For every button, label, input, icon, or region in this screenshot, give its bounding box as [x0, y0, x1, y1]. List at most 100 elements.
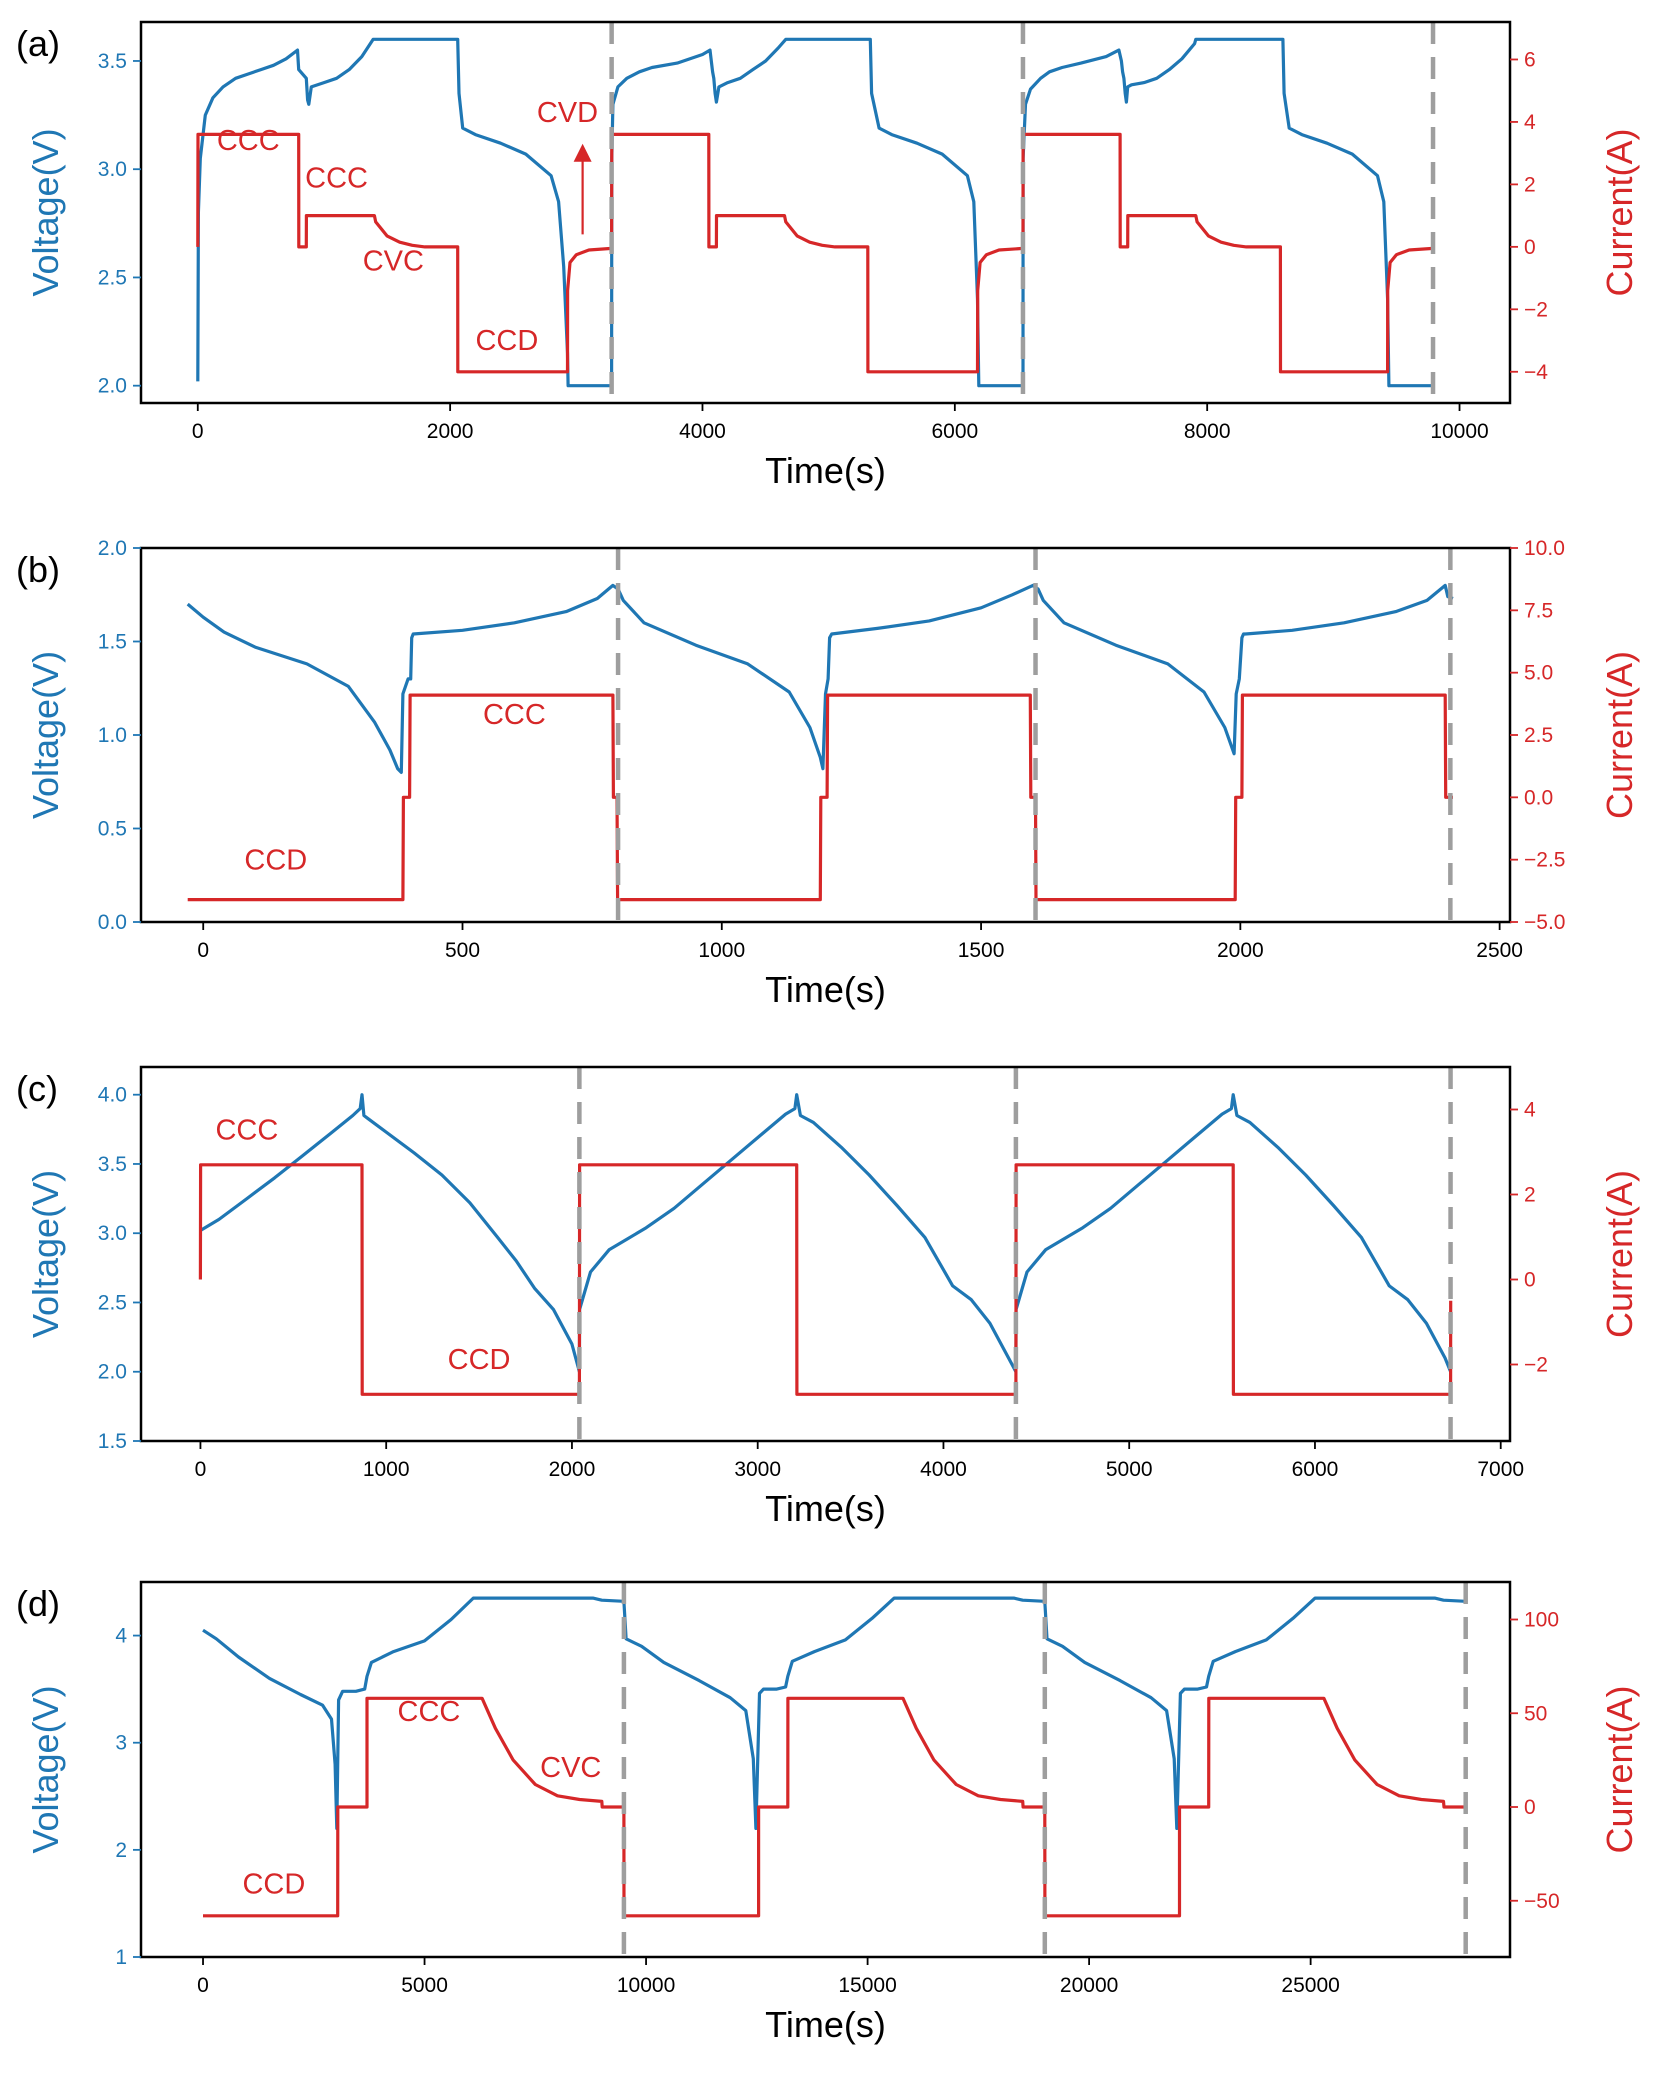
right-y-tick-label: −2 [1524, 1354, 1548, 1377]
panel-label: (b) [16, 549, 60, 590]
annotation-label: CCC [483, 699, 546, 731]
left-y-tick-label: 2 [115, 1839, 127, 1862]
right-y-tick-label: −2.5 [1524, 849, 1565, 872]
left-y-tick-label: 3.0 [98, 1222, 127, 1245]
annotation-label: CVC [363, 245, 424, 277]
x-tick-label: 6000 [931, 420, 978, 443]
right-y-tick-label: −2 [1524, 298, 1548, 321]
right-y-tick-label: −5.0 [1524, 911, 1565, 934]
x-tick-label: 0 [197, 939, 209, 962]
x-tick-label: 0 [192, 420, 204, 443]
x-tick-label: 1500 [958, 939, 1005, 962]
left-y-tick-label: 3.5 [98, 50, 127, 73]
right-y-tick-label: −4 [1524, 361, 1548, 384]
annotation-label: CCC [217, 125, 280, 157]
left-y-tick-label: 0.5 [98, 818, 127, 841]
right-y-axis-label: Current(A) [1599, 651, 1640, 819]
left-y-tick-label: 4.0 [98, 1084, 127, 1107]
annotation-label: CCC [305, 163, 368, 195]
x-axis-label: Time(s) [765, 450, 886, 491]
voltage-series-line [202, 1596, 1466, 1831]
left-y-tick-label: 2.5 [98, 266, 127, 289]
left-y-tick-label: 3 [115, 1732, 127, 1755]
chart-panel-c: 0 1000 2000 3000 4000 5000 6000 7000 1.5 2.0 2.5 3.… [16, 1065, 1640, 1529]
left-y-tick-label: 2.0 [98, 1361, 127, 1384]
left-y-tick-label: 1 [115, 1946, 127, 1969]
x-tick-label: 6000 [1292, 1458, 1339, 1481]
left-y-axis-label: Voltage(V) [25, 1170, 66, 1338]
right-y-tick-label: 100 [1524, 1609, 1559, 1632]
right-y-tick-label: 0 [1524, 1796, 1536, 1819]
right-y-tick-label: 2 [1524, 173, 1536, 196]
x-tick-label: 2000 [1217, 939, 1264, 962]
x-axis-label: Time(s) [765, 2004, 886, 2045]
x-tick-label: 2000 [427, 420, 474, 443]
x-tick-label: 0 [195, 1458, 207, 1481]
right-y-tick-label: 6 [1524, 48, 1536, 71]
voltage-series-line [196, 37, 1433, 388]
x-tick-label: 10000 [617, 1974, 675, 1997]
x-tick-label: 2000 [549, 1458, 596, 1481]
annotation-label: CCC [398, 1696, 461, 1728]
current-series-line [203, 1696, 1466, 1918]
left-y-tick-label: 3.0 [98, 158, 127, 181]
voltage-series-line [199, 1093, 1453, 1374]
chart-panel-b: 0 500 1000 1500 2000 2500 0.0 0.5 1.0 1.5 2.0 −5.0 −… [16, 537, 1640, 1010]
x-tick-label: 1000 [363, 1458, 410, 1481]
x-tick-label: 7000 [1477, 1458, 1524, 1481]
left-y-tick-label: 1.5 [98, 1430, 127, 1453]
chart-panel-a: 0 2000 4000 6000 8000 10000 2.0 2.5 3.0 3.5 −4 −2 0 2… [16, 20, 1640, 491]
left-y-tick-label: 1.0 [98, 724, 127, 747]
plot-frame [139, 1065, 1512, 1443]
annotation-label: CCD [475, 325, 538, 357]
annotation-label: CCD [244, 845, 307, 877]
x-axis-label: Time(s) [765, 969, 886, 1010]
panel-label: (c) [16, 1068, 58, 1109]
right-y-tick-label: −50 [1524, 1890, 1560, 1913]
annotation-label: CCD [242, 1868, 305, 1900]
x-tick-label: 500 [445, 939, 480, 962]
x-tick-label: 25000 [1281, 1974, 1339, 1997]
right-y-tick-label: 50 [1524, 1702, 1547, 1725]
panel-label: (a) [16, 23, 60, 64]
x-tick-label: 8000 [1184, 420, 1231, 443]
annotation-label: CVD [537, 97, 598, 129]
annotation-label: CCD [448, 1344, 511, 1376]
left-y-tick-label: 2.5 [98, 1291, 127, 1314]
right-y-tick-label: 2 [1524, 1184, 1536, 1207]
left-y-tick-label: 1.5 [98, 631, 127, 654]
right-y-tick-label: 10.0 [1524, 537, 1565, 560]
right-y-tick-label: 4 [1524, 111, 1536, 134]
right-y-axis-label: Current(A) [1599, 128, 1640, 296]
right-y-tick-label: 0 [1524, 1269, 1536, 1292]
plot-frame [139, 20, 1512, 405]
x-tick-label: 5000 [1106, 1458, 1153, 1481]
x-tick-label: 2500 [1476, 939, 1523, 962]
left-y-tick-label: 2.0 [98, 537, 127, 560]
left-y-tick-label: 2.0 [98, 375, 127, 398]
right-y-tick-label: 2.5 [1524, 724, 1553, 747]
panel-label: (d) [16, 1583, 60, 1624]
left-y-axis-label: Voltage(V) [25, 651, 66, 819]
x-tick-label: 5000 [401, 1974, 448, 1997]
left-y-axis-label: Voltage(V) [25, 128, 66, 296]
right-y-tick-label: 7.5 [1524, 599, 1553, 622]
right-y-tick-label: 4 [1524, 1099, 1536, 1122]
right-y-tick-label: 0.0 [1524, 786, 1553, 809]
x-tick-label: 15000 [838, 1974, 896, 1997]
x-tick-label: 4000 [679, 420, 726, 443]
x-tick-label: 0 [197, 1974, 209, 1997]
left-y-axis-label: Voltage(V) [25, 1685, 66, 1853]
x-axis-label: Time(s) [765, 1488, 886, 1529]
x-tick-label: 3000 [734, 1458, 781, 1481]
right-y-tick-label: 5.0 [1524, 662, 1553, 685]
current-series-line [198, 1163, 1453, 1396]
left-y-tick-label: 0.0 [98, 911, 127, 934]
left-y-tick-label: 3.5 [98, 1153, 127, 1176]
chart-panel-d: 0 5000 10000 15000 20000 25000 1 2 3 4 −50 0 50 100 Ti… [16, 1580, 1640, 2045]
annotation-arrow-head [573, 143, 592, 162]
annotation-label: CCC [215, 1114, 278, 1146]
x-tick-label: 10000 [1430, 420, 1488, 443]
x-tick-label: 4000 [920, 1458, 967, 1481]
